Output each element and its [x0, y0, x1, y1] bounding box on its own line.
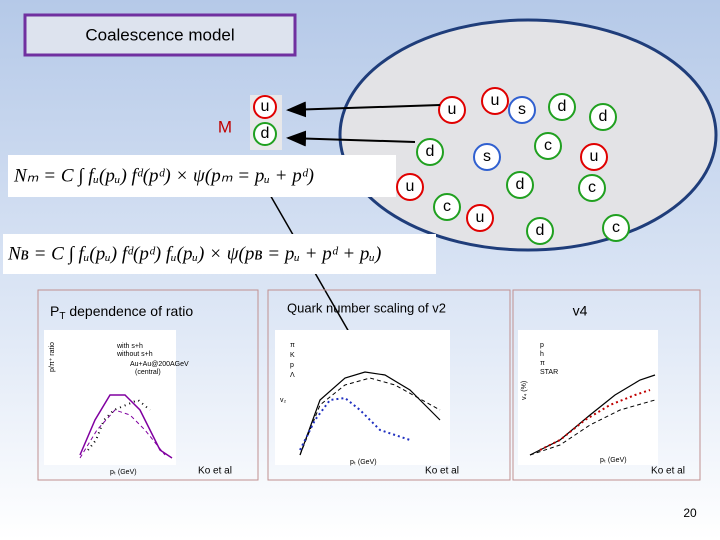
quark-label: d — [426, 143, 435, 160]
quark-label: u — [590, 148, 599, 165]
quark — [253, 122, 277, 146]
legend-text: π — [540, 360, 545, 367]
formula-box — [8, 155, 396, 197]
source: Ko et al — [651, 466, 685, 477]
quark — [602, 214, 630, 242]
legend-text: (central) — [135, 369, 161, 376]
quark — [253, 95, 277, 119]
arrow — [286, 101, 441, 118]
plot — [275, 330, 450, 465]
quark — [396, 173, 424, 201]
quark — [416, 138, 444, 166]
quark-label: d — [516, 176, 525, 193]
quark — [526, 217, 554, 245]
data-points — [299, 396, 411, 451]
quark-label: d — [599, 108, 608, 125]
panel — [267, 289, 511, 481]
formula-box — [3, 234, 436, 274]
quark-label: u — [491, 92, 500, 109]
title: Coalescence model — [85, 25, 234, 44]
source: Ko et al — [198, 466, 232, 477]
axis-label: pₜ (GeV) — [350, 459, 377, 466]
quark — [534, 132, 562, 160]
page-number: 20 — [683, 506, 697, 520]
formula: Nʙ = C ∫ fᵤ(pᵤ) fᵈ(pᵈ) fᵤ(pᵤ) × ψ(pʙ = p… — [7, 243, 381, 265]
legend-text: h — [540, 351, 544, 358]
quark-label: d — [558, 98, 567, 115]
curve — [299, 371, 441, 456]
quark-label: s — [483, 148, 491, 165]
axis-label: pₜ (GeV) — [600, 457, 627, 464]
quark-label: u — [261, 98, 270, 115]
legend-text: Λ — [290, 372, 295, 379]
quark-label: u — [448, 101, 457, 118]
quark — [580, 143, 608, 171]
axis-label: v₄ (%) — [521, 381, 528, 400]
plot — [518, 330, 658, 465]
quark — [473, 143, 501, 171]
plot — [44, 330, 176, 465]
curve — [529, 399, 656, 456]
panel-title: v4 — [573, 303, 588, 319]
legend-text: p — [540, 342, 544, 349]
quark — [578, 174, 606, 202]
legend-text: Au+Au@200AGeV — [130, 361, 189, 368]
legend-text: with s+h — [116, 343, 143, 350]
quark-label: u — [406, 178, 415, 195]
quark-label: d — [261, 125, 270, 142]
title-box — [23, 13, 297, 57]
formula: Nₘ = C ∫ fᵤ(pᵤ) fᵈ(pᵈ) × ψ(pₘ = pᵤ + pᵈ) — [13, 165, 314, 187]
quark-label: u — [476, 209, 485, 226]
arrow — [286, 130, 416, 147]
legend-text: STAR — [540, 369, 558, 376]
panel — [37, 289, 259, 481]
panel-title: Quark number scaling of v2 — [287, 300, 446, 315]
meson-label: M — [218, 117, 232, 136]
quark-label: c — [588, 179, 596, 196]
quark-label: c — [544, 137, 552, 154]
quark-cloud — [338, 18, 718, 252]
legend-text: K — [290, 352, 295, 359]
legend-text: p — [290, 362, 294, 369]
quark-label: s — [518, 101, 526, 118]
legend-text: π — [290, 342, 295, 349]
quark-label: c — [612, 219, 620, 236]
quark — [508, 96, 536, 124]
quark — [548, 93, 576, 121]
axis-label: v₂ — [280, 397, 287, 404]
legend-text: without s+h — [116, 351, 153, 358]
quark — [438, 96, 466, 124]
quark — [589, 103, 617, 131]
axis-label: p/π⁺ ratio — [49, 342, 56, 372]
quark — [481, 87, 509, 115]
curve — [299, 377, 441, 456]
quark — [506, 171, 534, 199]
axis-label: pₜ (GeV) — [110, 469, 137, 476]
source: Ko et al — [425, 466, 459, 477]
quark — [466, 204, 494, 232]
quark — [433, 193, 461, 221]
panel — [512, 289, 701, 481]
panel-title: PT dependence of ratio — [50, 303, 193, 322]
quark-label: c — [443, 198, 451, 215]
curve — [79, 394, 173, 459]
quark-label: d — [536, 222, 545, 239]
